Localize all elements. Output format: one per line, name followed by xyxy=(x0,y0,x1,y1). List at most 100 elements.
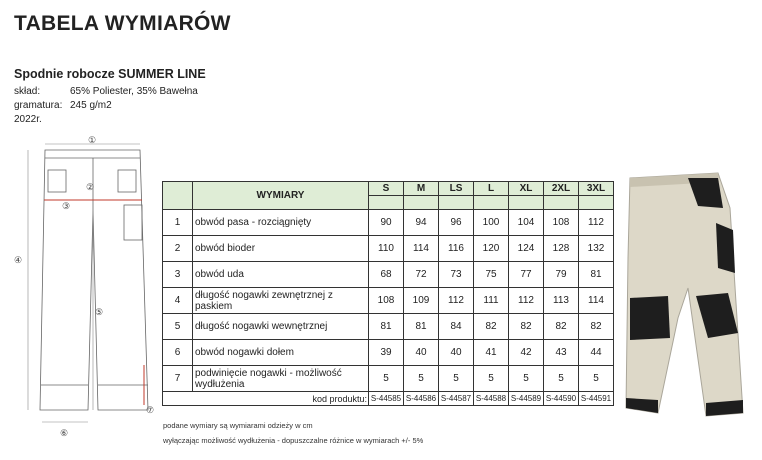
row-number: 6 xyxy=(162,339,193,366)
size-value: 109 xyxy=(403,287,439,314)
size-value: 5 xyxy=(473,365,509,392)
size-value: 116 xyxy=(438,235,474,262)
size-value: 5 xyxy=(543,365,579,392)
marker-3: ③ xyxy=(62,201,70,211)
header-wymiary: WYMIARY xyxy=(192,181,369,210)
size-value: 82 xyxy=(543,313,579,340)
size-value: 132 xyxy=(578,235,614,262)
size-value: 81 xyxy=(578,261,614,288)
product-code: S-44591 xyxy=(578,391,614,406)
row-label: długość nogawki wewnętrznej xyxy=(192,313,369,340)
size-value: 82 xyxy=(508,313,544,340)
size-value: 43 xyxy=(543,339,579,366)
marker-7: ⑦ xyxy=(146,405,154,415)
size-value: 5 xyxy=(368,365,404,392)
table-row: 5 długość nogawki wewnętrznej 81 81 84 82 82 82… xyxy=(162,313,614,340)
page-title: TABELA WYMIARÓW xyxy=(14,12,231,35)
size-value: 42 xyxy=(508,339,544,366)
note-tolerance: wyłączając możliwość wydłużenia - dopusz… xyxy=(163,436,424,445)
marker-6: ⑥ xyxy=(60,428,68,438)
product-code: S-44585 xyxy=(368,391,404,406)
spec-year: 2022r. xyxy=(14,114,42,125)
product-code: S-44588 xyxy=(473,391,509,406)
size-header: XL xyxy=(508,181,544,196)
size-value: 112 xyxy=(508,287,544,314)
size-value: 94 xyxy=(403,209,439,236)
row-label: długość nogawki zewnętrznej z paskiem xyxy=(192,287,369,314)
size-header: S xyxy=(368,181,404,196)
size-value: 5 xyxy=(578,365,614,392)
size-header: 2XL xyxy=(543,181,579,196)
size-value: 90 xyxy=(368,209,404,236)
size-value: 68 xyxy=(368,261,404,288)
row-number: 4 xyxy=(162,287,193,314)
size-value: 112 xyxy=(438,287,474,314)
size-header: LS xyxy=(438,181,474,196)
size-value: 79 xyxy=(543,261,579,288)
size-value: 114 xyxy=(403,235,439,262)
size-value: 104 xyxy=(508,209,544,236)
marker-1: ① xyxy=(88,135,96,145)
size-value: 40 xyxy=(438,339,474,366)
size-value: 128 xyxy=(543,235,579,262)
size-value: 96 xyxy=(438,209,474,236)
size-value: 82 xyxy=(578,313,614,340)
size-value: 124 xyxy=(508,235,544,262)
size-header: L xyxy=(473,181,509,196)
row-number: 2 xyxy=(162,235,193,262)
size-table: WYMIARY S M LS L XL 2XL 3XL 1 obwód pasa - rozc… xyxy=(162,181,614,406)
table-row: 2 obwód bioder 110 114 116 120 124 128 132 xyxy=(162,235,614,262)
table-row: 6 obwód nogawki dołem 39 40 40 41 42 43 44 xyxy=(162,339,614,366)
size-value: 111 xyxy=(473,287,509,314)
size-value: 77 xyxy=(508,261,544,288)
row-label: obwód nogawki dołem xyxy=(192,339,369,366)
size-value: 5 xyxy=(438,365,474,392)
product-name: Spodnie robocze SUMMER LINE xyxy=(14,67,206,81)
marker-2: ② xyxy=(86,182,94,192)
size-value: 84 xyxy=(438,313,474,340)
note-units: podane wymiary są wymiarami odzieży w cm xyxy=(163,421,313,430)
size-value: 112 xyxy=(578,209,614,236)
size-value: 108 xyxy=(543,209,579,236)
row-number: 5 xyxy=(162,313,193,340)
row-number: 1 xyxy=(162,209,193,236)
size-header: 3XL xyxy=(578,181,614,196)
size-value: 108 xyxy=(368,287,404,314)
spec-composition: skład: 65% Poliester, 35% Bawełna xyxy=(14,86,198,97)
size-value: 44 xyxy=(578,339,614,366)
table-row: 4 długość nogawki zewnętrznej z paskiem 10… xyxy=(162,287,614,314)
size-value: 5 xyxy=(403,365,439,392)
size-value: 110 xyxy=(368,235,404,262)
pants-diagram: ① ② ③ ④ ⑤ ⑥ ⑦ xyxy=(14,135,154,438)
size-value: 100 xyxy=(473,209,509,236)
size-value: 81 xyxy=(403,313,439,340)
size-value: 39 xyxy=(368,339,404,366)
table-row: 3 obwód uda 68 72 73 75 77 79 81 xyxy=(162,261,614,288)
row-label: obwód bioder xyxy=(192,235,369,262)
row-label: podwinięcie nogawki - możliwość wydłużen… xyxy=(192,365,369,392)
row-number: 3 xyxy=(162,261,193,288)
size-value: 114 xyxy=(578,287,614,314)
size-value: 40 xyxy=(403,339,439,366)
product-code: S-44587 xyxy=(438,391,474,406)
size-value: 75 xyxy=(473,261,509,288)
pants-photo xyxy=(625,172,744,417)
size-value: 81 xyxy=(368,313,404,340)
table-row: 1 obwód pasa - rozciągnięty 90 94 96 100 104 10… xyxy=(162,209,614,236)
marker-5: ⑤ xyxy=(95,307,103,317)
product-code: S-44590 xyxy=(543,391,579,406)
size-value: 113 xyxy=(543,287,579,314)
size-value: 82 xyxy=(473,313,509,340)
code-label: kod produktu: xyxy=(162,391,369,406)
product-code: S-44586 xyxy=(403,391,439,406)
row-label: obwód pasa - rozciągnięty xyxy=(192,209,369,236)
size-value: 120 xyxy=(473,235,509,262)
spec-weight: gramatura: 245 g/m2 xyxy=(14,100,112,111)
marker-4: ④ xyxy=(14,255,22,265)
size-value: 72 xyxy=(403,261,439,288)
dimension-markers: ① ② ③ ④ ⑤ ⑥ ⑦ xyxy=(14,135,154,438)
size-value: 5 xyxy=(508,365,544,392)
product-code: S-44589 xyxy=(508,391,544,406)
row-label: obwód uda xyxy=(192,261,369,288)
size-value: 41 xyxy=(473,339,509,366)
